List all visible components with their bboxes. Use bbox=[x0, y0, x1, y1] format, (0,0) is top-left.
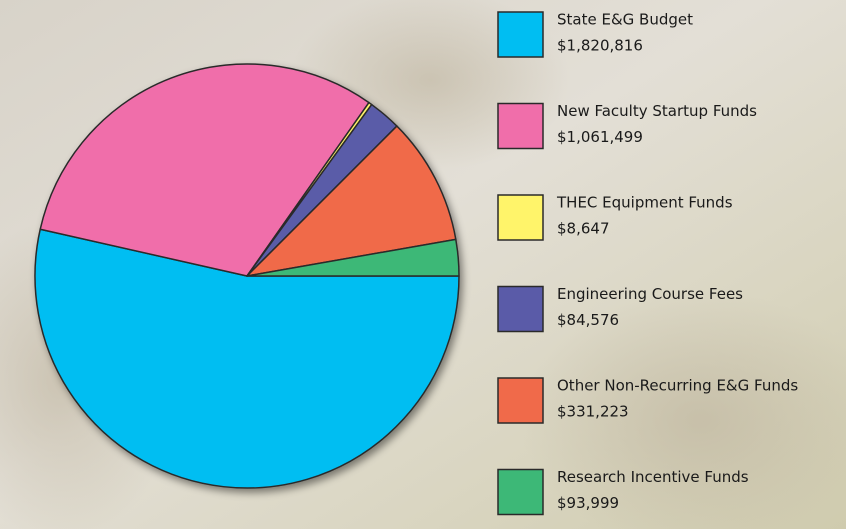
legend-label: Engineering Course Fees bbox=[557, 285, 743, 303]
legend: State E&G Budget $1,820,816 New Faculty St… bbox=[497, 11, 798, 516]
legend-label: State E&G Budget bbox=[557, 11, 693, 29]
pie-slice bbox=[246, 238, 460, 277]
legend-label: Research Incentive Funds bbox=[557, 468, 749, 486]
legend-swatch bbox=[497, 102, 544, 150]
legend-value: $84,576 bbox=[557, 311, 619, 329]
legend-value: $93,999 bbox=[557, 494, 619, 512]
legend-value: $1,061,499 bbox=[557, 128, 643, 146]
legend-label: Other Non-Recurring E&G Funds bbox=[557, 377, 798, 395]
legend-value: $8,647 bbox=[557, 220, 610, 238]
legend-swatch bbox=[497, 285, 544, 333]
pie-slice bbox=[34, 228, 460, 489]
legend-value: $331,223 bbox=[557, 403, 629, 421]
legend-swatch bbox=[497, 194, 544, 241]
pie bbox=[34, 63, 460, 489]
legend-swatch bbox=[497, 11, 544, 58]
background-shade bbox=[520, 290, 846, 529]
legend-value: $1,820,816 bbox=[557, 37, 643, 55]
pie-slice bbox=[39, 63, 370, 277]
legend-label: THEC Equipment Funds bbox=[556, 194, 733, 212]
legend-swatch bbox=[497, 468, 544, 516]
pie-slice bbox=[246, 125, 457, 277]
legend-label: New Faculty Startup Funds bbox=[557, 102, 757, 120]
legend-swatch bbox=[497, 377, 544, 424]
